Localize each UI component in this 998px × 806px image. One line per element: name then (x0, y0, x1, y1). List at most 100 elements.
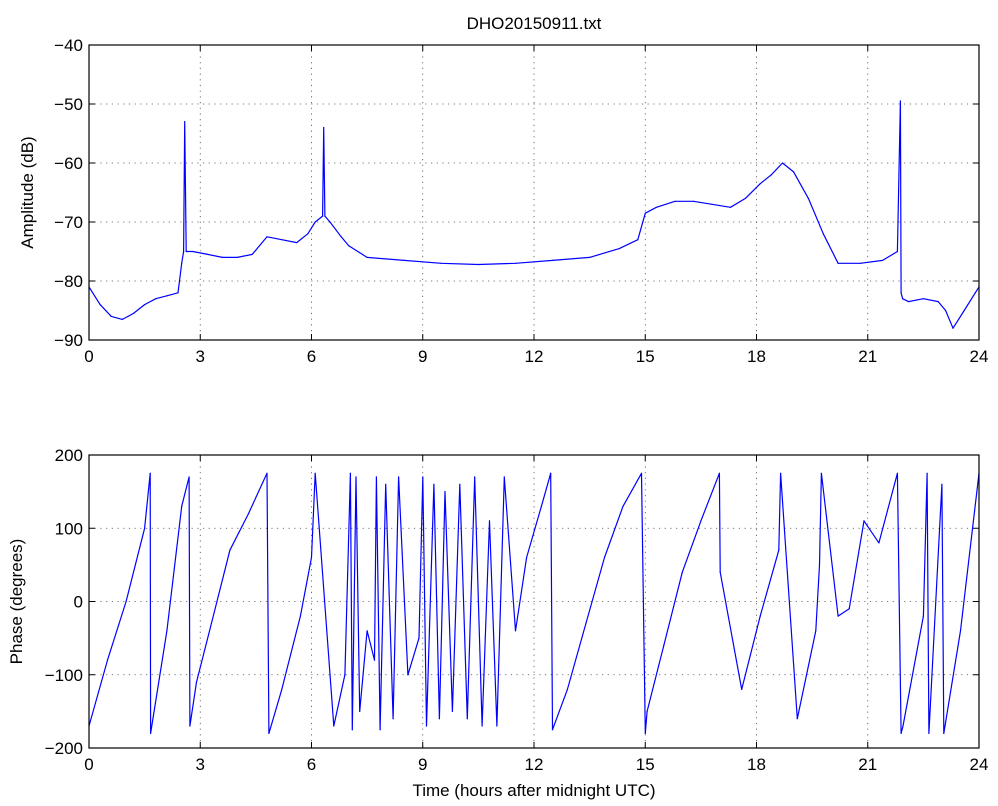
x-tick-label: 3 (196, 347, 205, 366)
data-point (837, 615, 839, 617)
data-point (251, 253, 253, 255)
data-point (718, 472, 721, 474)
data-point (418, 637, 420, 639)
data-point (603, 556, 606, 559)
data-point (184, 121, 186, 123)
data-point (359, 710, 361, 713)
amplitude-panel: DHO20150911.txt Amplitude (dB) 0 3 6 9 12 15 1… (18, 14, 988, 366)
data-point (551, 729, 554, 731)
x-tick-label: 0 (84, 755, 93, 774)
data-point (192, 250, 194, 253)
data-point (314, 221, 316, 223)
y-tick-label: −70 (54, 213, 83, 232)
data-point (926, 472, 928, 474)
plot-frame (88, 454, 980, 749)
data-point (692, 200, 695, 202)
data-point (106, 659, 109, 661)
data-point (859, 262, 861, 264)
data-point (407, 674, 409, 676)
data-point (329, 221, 331, 223)
data-point (366, 630, 368, 632)
data-point (149, 472, 151, 474)
x-axis-label: Time (hours after midnight UTC) (412, 781, 655, 800)
y-tick-label: 200 (55, 446, 83, 465)
data-point (166, 630, 168, 632)
data-point (896, 472, 899, 474)
data-point (902, 725, 904, 727)
x-tick-label: 12 (525, 755, 544, 774)
x-tick-label: 9 (418, 755, 427, 774)
data-point (207, 253, 209, 255)
data-point (281, 239, 283, 241)
data-point (719, 571, 721, 573)
data-point (299, 615, 301, 617)
amplitude-series (88, 100, 980, 329)
data-point (899, 100, 902, 102)
data-point (922, 298, 925, 300)
data-point (266, 472, 268, 474)
grid-lines (89, 455, 979, 748)
data-point (780, 472, 782, 474)
data-point (324, 215, 326, 217)
x-tick-label: 9 (418, 347, 427, 366)
x-tick-labels: 0 3 6 9 12 15 18 21 24 (84, 755, 988, 774)
data-point (900, 292, 902, 294)
data-point (281, 688, 283, 691)
data-point (195, 681, 198, 683)
data-point (268, 732, 270, 735)
data-point (807, 197, 810, 199)
data-point (963, 309, 965, 312)
data-point (943, 732, 945, 735)
x-tick-label: 3 (196, 755, 205, 774)
grid-lines (89, 45, 979, 340)
y-axis-label: Amplitude (dB) (18, 136, 37, 248)
data-point (551, 259, 554, 261)
data-point (189, 725, 191, 727)
x-tick-label: 6 (307, 755, 316, 774)
data-point (550, 472, 552, 474)
data-point (121, 318, 123, 320)
data-point (640, 472, 643, 474)
data-point (398, 476, 400, 478)
data-point (481, 725, 483, 727)
data-point (379, 729, 381, 731)
x-tick-label: 0 (84, 347, 93, 366)
x-tick-label: 24 (970, 347, 989, 366)
data-point (907, 301, 910, 303)
x-tick-label: 15 (636, 347, 655, 366)
y-tick-label: −40 (54, 36, 83, 55)
x-tick-label: 12 (525, 347, 544, 366)
data-point (655, 206, 658, 208)
data-point (744, 197, 747, 199)
data-point (488, 520, 491, 522)
data-point (937, 301, 939, 303)
data-point (644, 212, 646, 214)
data-point (848, 608, 850, 610)
data-point (155, 298, 157, 300)
y-tick-label: 100 (55, 519, 83, 538)
data-point (741, 688, 743, 691)
data-point (793, 171, 795, 173)
data-point (144, 304, 146, 306)
data-point (99, 304, 101, 306)
data-point (589, 256, 591, 258)
data-point (902, 298, 904, 300)
data-point (514, 262, 517, 264)
data-point (974, 292, 976, 294)
y-tick-label: −50 (54, 95, 83, 114)
data-point (307, 233, 309, 235)
data-point (585, 622, 587, 625)
data-point (941, 483, 943, 485)
data-point (310, 556, 313, 559)
x-tick-label: 18 (747, 347, 766, 366)
data-point (781, 162, 784, 164)
data-point (322, 215, 324, 217)
chart-title: DHO20150911.txt (467, 14, 602, 33)
data-point (729, 206, 732, 208)
data-point (166, 295, 168, 297)
y-axis-label: Phase (degrees) (7, 539, 26, 665)
data-point (177, 292, 179, 294)
data-point (373, 659, 376, 661)
data-point (344, 674, 346, 676)
x-tick-label: 15 (636, 755, 655, 774)
